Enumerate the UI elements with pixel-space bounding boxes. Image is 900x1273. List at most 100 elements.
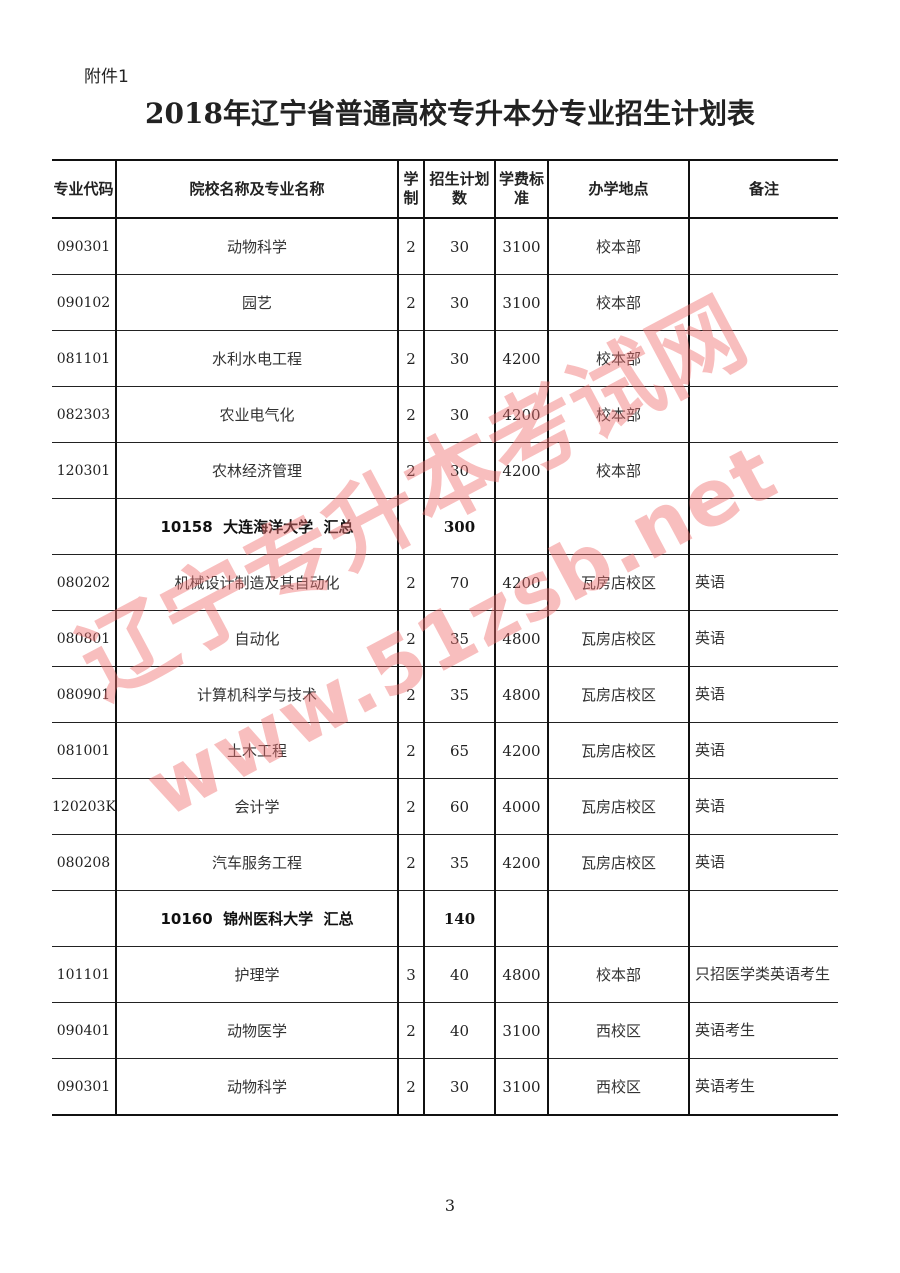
cell-fee: 3100 bbox=[494, 1058, 549, 1116]
cell-location bbox=[547, 890, 690, 947]
cell-notes bbox=[688, 330, 838, 387]
summary-row: 10160 锦州医科大学 汇总 140 bbox=[52, 890, 838, 947]
cell-duration bbox=[397, 890, 425, 947]
cell-code: 081101 bbox=[52, 330, 117, 387]
cell-duration: 2 bbox=[397, 834, 425, 891]
cell-name: 园艺 bbox=[115, 274, 399, 331]
cell-plan: 30 bbox=[423, 386, 496, 443]
cell-location: 校本部 bbox=[547, 218, 690, 275]
cell-code: 080202 bbox=[52, 554, 117, 611]
table-header-row: 专业代码 院校名称及专业名称 学制 招生计划数 学费标准 办学地点 备注 bbox=[52, 159, 838, 219]
cell-notes: 英语 bbox=[688, 610, 838, 667]
header-duration: 学制 bbox=[397, 159, 425, 219]
cell-plan: 300 bbox=[423, 498, 496, 555]
cell-notes: 英语 bbox=[688, 834, 838, 891]
cell-name: 10160 锦州医科大学 汇总 bbox=[115, 890, 399, 947]
cell-fee: 4000 bbox=[494, 778, 549, 835]
cell-location bbox=[547, 498, 690, 555]
cell-notes bbox=[688, 218, 838, 275]
cell-name: 计算机科学与技术 bbox=[115, 666, 399, 723]
cell-duration: 2 bbox=[397, 1058, 425, 1116]
cell-plan: 40 bbox=[423, 946, 496, 1003]
cell-fee: 4800 bbox=[494, 946, 549, 1003]
cell-name: 农业电气化 bbox=[115, 386, 399, 443]
cell-code: 120203K bbox=[52, 778, 117, 835]
table-row: 081001 土木工程 2 65 4200 瓦房店校区 英语 bbox=[52, 722, 838, 779]
cell-duration: 2 bbox=[397, 1002, 425, 1059]
cell-notes: 英语 bbox=[688, 554, 838, 611]
cell-code bbox=[52, 498, 117, 555]
cell-fee: 3100 bbox=[494, 274, 549, 331]
cell-duration bbox=[397, 498, 425, 555]
cell-code: 120301 bbox=[52, 442, 117, 499]
cell-name: 机械设计制造及其自动化 bbox=[115, 554, 399, 611]
cell-duration: 2 bbox=[397, 666, 425, 723]
table-row: 080901 计算机科学与技术 2 35 4800 瓦房店校区 英语 bbox=[52, 666, 838, 723]
cell-code: 090301 bbox=[52, 1058, 117, 1116]
cell-notes: 英语考生 bbox=[688, 1002, 838, 1059]
cell-name: 汽车服务工程 bbox=[115, 834, 399, 891]
cell-fee: 3100 bbox=[494, 218, 549, 275]
cell-duration: 2 bbox=[397, 554, 425, 611]
cell-plan: 65 bbox=[423, 722, 496, 779]
cell-notes bbox=[688, 274, 838, 331]
cell-location: 西校区 bbox=[547, 1058, 690, 1116]
cell-plan: 140 bbox=[423, 890, 496, 947]
cell-location: 校本部 bbox=[547, 442, 690, 499]
cell-plan: 30 bbox=[423, 274, 496, 331]
page-number: 3 bbox=[444, 1196, 456, 1215]
cell-fee: 4800 bbox=[494, 610, 549, 667]
cell-fee bbox=[494, 890, 549, 947]
cell-notes bbox=[688, 498, 838, 555]
cell-plan: 35 bbox=[423, 610, 496, 667]
cell-location: 瓦房店校区 bbox=[547, 834, 690, 891]
cell-notes: 英语 bbox=[688, 722, 838, 779]
cell-fee: 4200 bbox=[494, 834, 549, 891]
cell-code: 081001 bbox=[52, 722, 117, 779]
cell-notes: 英语 bbox=[688, 666, 838, 723]
cell-plan: 60 bbox=[423, 778, 496, 835]
header-location: 办学地点 bbox=[547, 159, 690, 219]
header-name: 院校名称及专业名称 bbox=[115, 159, 399, 219]
cell-name: 农林经济管理 bbox=[115, 442, 399, 499]
cell-name: 10158 大连海洋大学 汇总 bbox=[115, 498, 399, 555]
table-row: 090102 园艺 2 30 3100 校本部 bbox=[52, 274, 838, 331]
cell-plan: 30 bbox=[423, 218, 496, 275]
cell-plan: 30 bbox=[423, 1058, 496, 1116]
cell-code: 101101 bbox=[52, 946, 117, 1003]
cell-name: 自动化 bbox=[115, 610, 399, 667]
cell-duration: 2 bbox=[397, 218, 425, 275]
cell-notes bbox=[688, 890, 838, 947]
cell-code: 080208 bbox=[52, 834, 117, 891]
cell-name: 护理学 bbox=[115, 946, 399, 1003]
cell-name: 动物科学 bbox=[115, 218, 399, 275]
cell-duration: 3 bbox=[397, 946, 425, 1003]
cell-notes: 英语考生 bbox=[688, 1058, 838, 1116]
cell-fee: 4200 bbox=[494, 442, 549, 499]
cell-plan: 30 bbox=[423, 442, 496, 499]
cell-duration: 2 bbox=[397, 722, 425, 779]
cell-code bbox=[52, 890, 117, 947]
cell-fee: 4200 bbox=[494, 386, 549, 443]
cell-plan: 35 bbox=[423, 666, 496, 723]
table-row: 120301 农林经济管理 2 30 4200 校本部 bbox=[52, 442, 838, 499]
cell-code: 080801 bbox=[52, 610, 117, 667]
cell-duration: 2 bbox=[397, 610, 425, 667]
table-row: 080801 自动化 2 35 4800 瓦房店校区 英语 bbox=[52, 610, 838, 667]
cell-fee: 4200 bbox=[494, 722, 549, 779]
header-code: 专业代码 bbox=[52, 159, 117, 219]
table-row: 080202 机械设计制造及其自动化 2 70 4200 瓦房店校区 英语 bbox=[52, 554, 838, 611]
cell-name: 动物科学 bbox=[115, 1058, 399, 1116]
header-plan: 招生计划数 bbox=[423, 159, 496, 219]
cell-fee: 4200 bbox=[494, 554, 549, 611]
cell-duration: 2 bbox=[397, 442, 425, 499]
cell-fee: 4800 bbox=[494, 666, 549, 723]
cell-code: 090301 bbox=[52, 218, 117, 275]
enrollment-plan-table: 专业代码 院校名称及专业名称 学制 招生计划数 学费标准 办学地点 备注 090301 动物科… bbox=[52, 159, 838, 1116]
cell-location: 瓦房店校区 bbox=[547, 610, 690, 667]
cell-location: 瓦房店校区 bbox=[547, 778, 690, 835]
cell-plan: 40 bbox=[423, 1002, 496, 1059]
table-row: 082303 农业电气化 2 30 4200 校本部 bbox=[52, 386, 838, 443]
cell-location: 瓦房店校区 bbox=[547, 554, 690, 611]
